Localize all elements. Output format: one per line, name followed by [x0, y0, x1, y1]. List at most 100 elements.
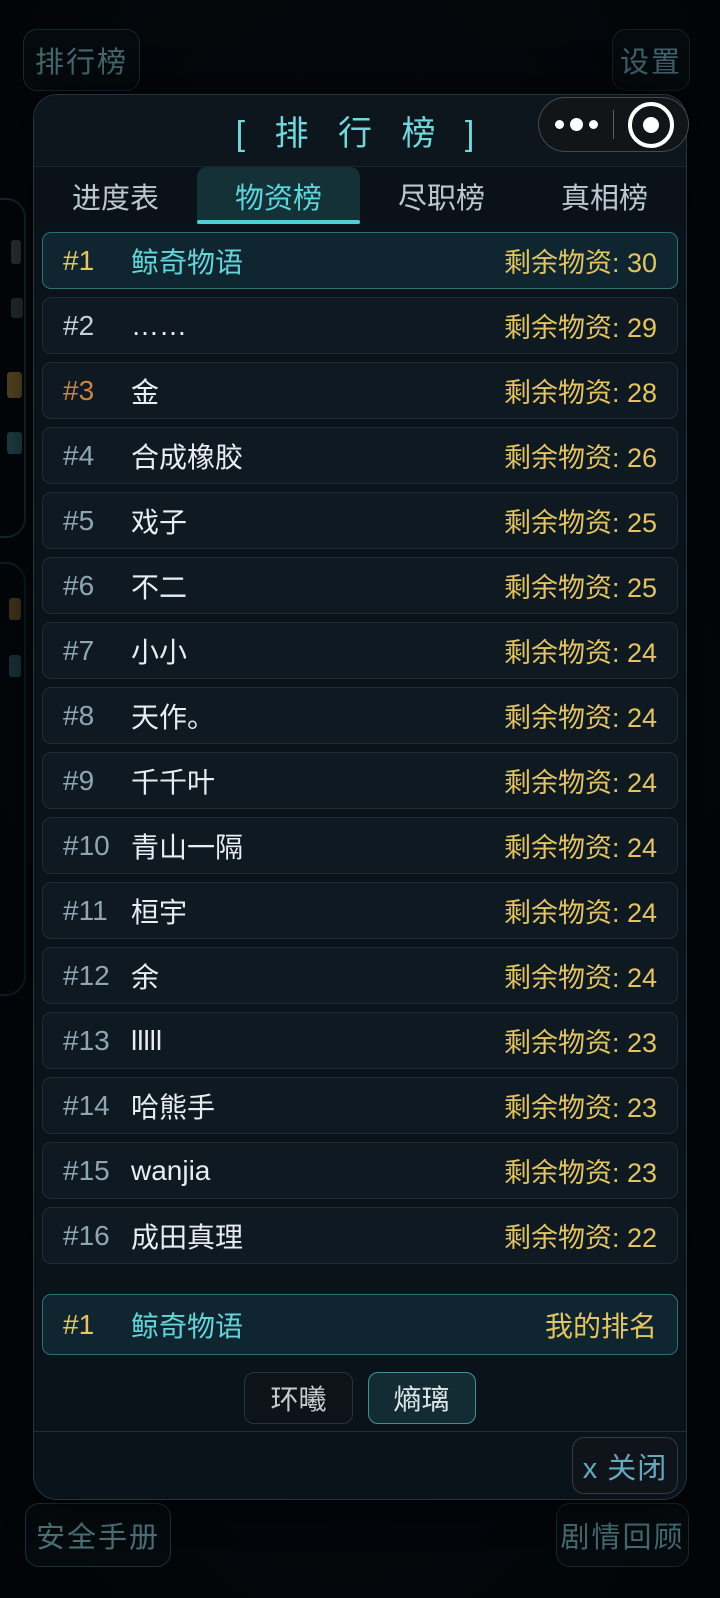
remaining-supplies-value: 剩余物资: 28 [503, 378, 657, 408]
ranking-list: #1 鲸奇物语 剩余物资: 30 #2 …… 剩余物资: 29 #3 金 剩余物资: 28 #4 合… [34, 224, 686, 1272]
player-name: 合成橡胶 [131, 441, 244, 473]
rank-badge: #14 [63, 1089, 110, 1121]
remaining-supplies-value: 剩余物资: 26 [503, 443, 657, 473]
rank-row[interactable]: #4 合成橡胶 剩余物资: 26 [42, 427, 678, 484]
tab-bar: 进度表 物资榜 尽职榜 真相榜 [34, 167, 686, 224]
rank-badge: #4 [63, 439, 95, 471]
rank-row[interactable]: #6 不二 剩余物资: 25 [42, 557, 678, 614]
story-review-button[interactable]: 剧情回顾 [556, 1503, 689, 1567]
record-circle-icon [628, 101, 674, 148]
faction-toggle-huanxi[interactable]: 环曦 [244, 1372, 353, 1424]
rank-row[interactable]: #13 lllll 剩余物资: 23 [42, 1012, 678, 1069]
remaining-supplies-value: 剩余物资: 22 [503, 1223, 657, 1253]
leaderboard-modal: [ 排 行 榜 ] 进度表 物资榜 尽职榜 真相榜 #1 鲸奇物语 剩余物资: 30 #2 …… [33, 94, 687, 1500]
tab-truth[interactable]: 真相榜 [523, 167, 686, 224]
rank-badge: #15 [63, 1154, 110, 1186]
faction-toggle-group: 环曦 熵璃 [34, 1372, 686, 1424]
player-name: …… [131, 309, 187, 341]
rank-badge: #5 [63, 504, 95, 536]
player-name: 金 [131, 376, 160, 408]
tab-label: 进度表 [71, 182, 159, 215]
remaining-supplies-value: 剩余物资: 25 [503, 573, 657, 603]
remaining-supplies-value: 剩余物资: 25 [503, 508, 657, 538]
my-rank-row[interactable]: #1 鲸奇物语 我的排名 [42, 1294, 678, 1355]
player-name: 小小 [131, 636, 188, 668]
rank-row[interactable]: #3 金 剩余物资: 28 [42, 362, 678, 419]
rank-row[interactable]: #14 哈熊手 剩余物资: 23 [42, 1077, 678, 1134]
ranking-button[interactable]: 排行榜 [23, 29, 140, 91]
background-fragment [7, 432, 22, 454]
remaining-supplies-value: 剩余物资: 24 [503, 963, 657, 993]
remaining-supplies-value: 剩余物资: 30 [503, 248, 657, 278]
tab-label: 尽职榜 [397, 182, 485, 215]
rank-badge: #7 [63, 634, 95, 666]
rank-row[interactable]: #1 鲸奇物语 剩余物资: 30 [42, 232, 678, 289]
tab-label: 真相榜 [560, 182, 648, 215]
rank-badge: #16 [63, 1219, 110, 1251]
toggle-label: 环曦 [270, 1384, 327, 1415]
remaining-supplies-value: 剩余物资: 24 [503, 703, 657, 733]
record-circle-icon [643, 116, 659, 133]
faction-toggle-shangli[interactable]: 熵璃 [367, 1372, 476, 1424]
remaining-supplies-value: 剩余物资: 24 [503, 833, 657, 863]
rank-badge: #11 [63, 894, 108, 926]
player-name: 不二 [131, 571, 188, 603]
rank-row[interactable]: #2 …… 剩余物资: 29 [42, 297, 678, 354]
tab-supplies[interactable]: 物资榜 [197, 167, 360, 224]
player-name: wanjia [131, 1154, 211, 1186]
rank-row[interactable]: #15 wanjia 剩余物资: 23 [42, 1142, 678, 1199]
remaining-supplies-value: 剩余物资: 23 [503, 1158, 657, 1188]
rank-badge: #9 [63, 764, 95, 796]
more-dots-icon [554, 120, 564, 129]
player-name: 哈熊手 [131, 1091, 216, 1123]
background-fragment [7, 372, 22, 398]
close-row: x 关闭 [34, 1432, 686, 1499]
modal-title: [ 排 行 榜 ] [235, 115, 485, 153]
rank-row[interactable]: #11 桓宇 剩余物资: 24 [42, 882, 678, 939]
rank-row[interactable]: #7 小小 剩余物资: 24 [42, 622, 678, 679]
background-fragment [0, 562, 26, 996]
rank-row[interactable]: #10 青山一隔 剩余物资: 24 [42, 817, 678, 874]
rank-row[interactable]: #5 戏子 剩余物资: 25 [42, 492, 678, 549]
close-button[interactable]: x 关闭 [572, 1437, 678, 1494]
player-name: 成田真理 [131, 1221, 244, 1253]
rank-badge: #8 [63, 699, 95, 731]
player-name: 天作。 [131, 701, 216, 733]
tab-duty[interactable]: 尽职榜 [360, 167, 523, 224]
more-dots-icon [569, 118, 583, 131]
remaining-supplies-value: 剩余物资: 29 [503, 313, 657, 343]
settings-button[interactable]: 设置 [612, 29, 690, 91]
background-fragment [11, 298, 23, 318]
remaining-supplies-value: 剩余物资: 23 [503, 1093, 657, 1123]
player-name: lllll [131, 1024, 163, 1056]
exit-button[interactable] [614, 98, 688, 151]
more-button[interactable] [539, 98, 613, 151]
background-fragment [9, 655, 21, 677]
rank-row[interactable]: #16 成田真理 剩余物资: 22 [42, 1207, 678, 1264]
rank-badge: #13 [63, 1024, 110, 1056]
player-name: 桓宇 [131, 896, 188, 928]
player-name: 千千叶 [131, 766, 216, 798]
rank-row[interactable]: #9 千千叶 剩余物资: 24 [42, 752, 678, 809]
tab-progress[interactable]: 进度表 [34, 167, 197, 224]
player-name: 鲸奇物语 [131, 246, 244, 278]
tab-label: 物资榜 [234, 182, 322, 215]
rank-badge: #3 [63, 374, 95, 406]
rank-row[interactable]: #12 余 剩余物资: 24 [42, 947, 678, 1004]
remaining-supplies-value: 剩余物资: 24 [503, 898, 657, 928]
footer-divider [34, 1431, 686, 1432]
my-rank-label: 我的排名 [544, 1310, 657, 1342]
rank-badge: #6 [63, 569, 95, 601]
safety-manual-button[interactable]: 安全手册 [25, 1503, 171, 1567]
rank-row[interactable]: #8 天作。 剩余物资: 24 [42, 687, 678, 744]
player-name: 青山一隔 [131, 831, 244, 863]
rank-badge: #1 [63, 244, 95, 276]
background-fragment [11, 240, 21, 264]
rank-badge: #12 [63, 959, 110, 991]
remaining-supplies-value: 剩余物资: 23 [503, 1028, 657, 1058]
my-rank-badge: #1 [63, 1308, 95, 1340]
player-name: 戏子 [131, 506, 188, 538]
rank-badge: #2 [63, 309, 95, 341]
background-fragment [9, 598, 21, 620]
miniprogram-capsule [538, 97, 689, 152]
